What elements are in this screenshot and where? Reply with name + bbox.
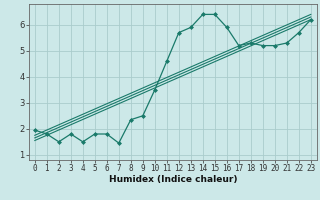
- X-axis label: Humidex (Indice chaleur): Humidex (Indice chaleur): [108, 175, 237, 184]
